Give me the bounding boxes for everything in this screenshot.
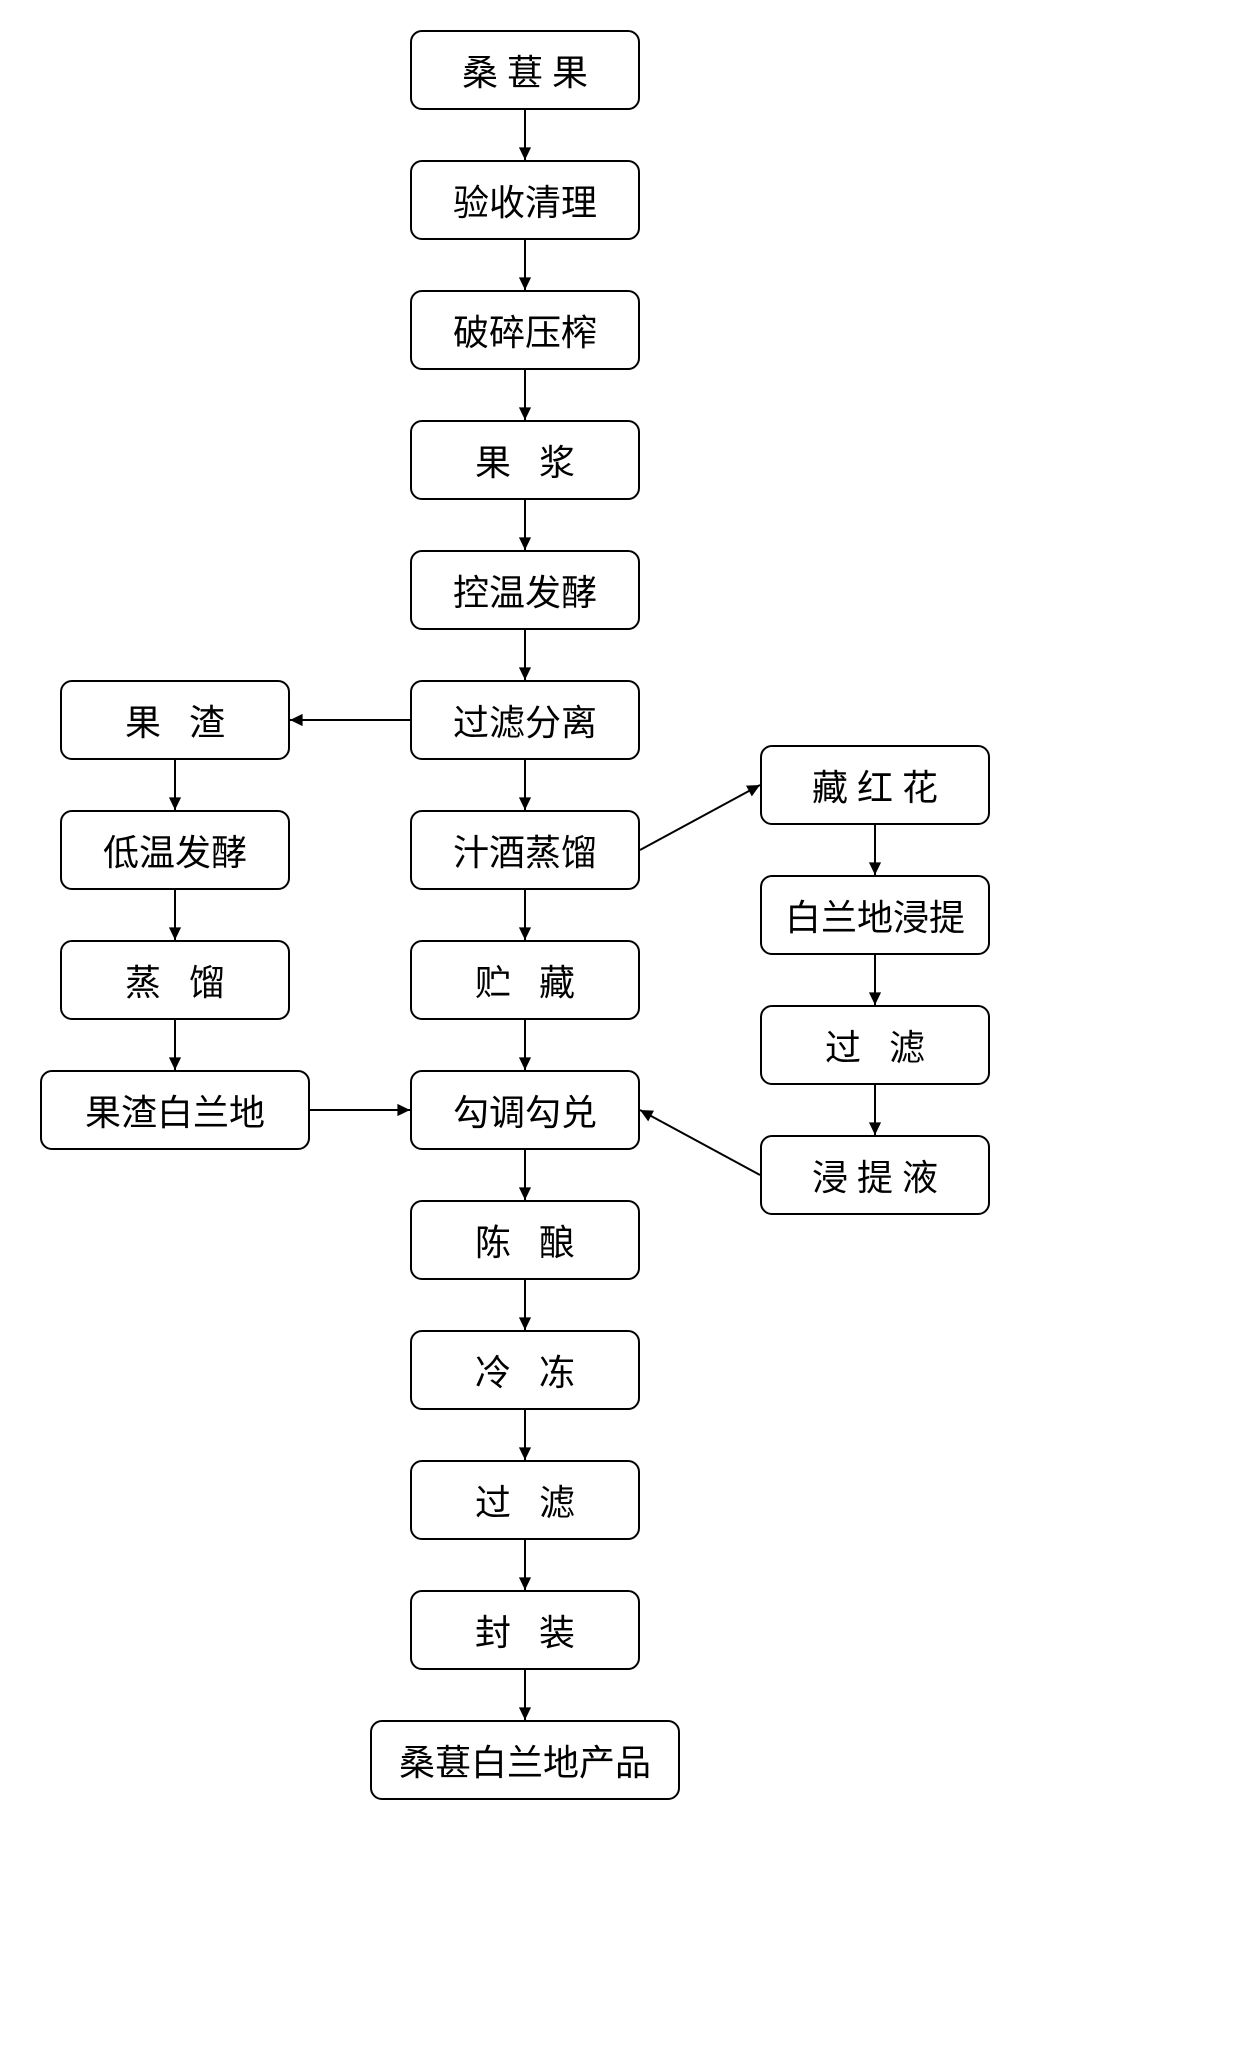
node-label: 过滤 xyxy=(825,1019,953,1071)
flowchart-node-n1: 桑 葚 果 xyxy=(410,30,640,110)
flowchart-edge xyxy=(505,370,545,420)
node-label: 过滤分离 xyxy=(453,694,597,746)
node-label: 贮藏 xyxy=(475,954,603,1006)
flowchart-edge xyxy=(855,955,895,1005)
flowchart-node-n2: 验收清理 xyxy=(410,160,640,240)
flowchart-node-l3: 蒸馏 xyxy=(60,940,290,1020)
flowchart-node-r4: 浸 提 液 xyxy=(760,1135,990,1215)
flowchart-edge xyxy=(505,760,545,810)
node-label: 桑 葚 果 xyxy=(462,44,588,96)
flowchart-edge xyxy=(505,500,545,550)
node-label: 藏 红 花 xyxy=(812,759,938,811)
flowchart-node-n5: 控温发酵 xyxy=(410,550,640,630)
flowchart-node-l1: 果渣 xyxy=(60,680,290,760)
flowchart-edge xyxy=(290,700,410,740)
flowchart-edge xyxy=(505,1150,545,1200)
flowchart-node-n7: 汁酒蒸馏 xyxy=(410,810,640,890)
node-label: 勾调勾兑 xyxy=(453,1084,597,1136)
node-label: 果渣白兰地 xyxy=(85,1084,265,1136)
flowchart-edge xyxy=(505,1410,545,1460)
flowchart-edge xyxy=(505,630,545,680)
flowchart-edge xyxy=(505,1540,545,1590)
flowchart-edge xyxy=(855,1085,895,1135)
flowchart-node-n12: 过滤 xyxy=(410,1460,640,1540)
flowchart-edge xyxy=(505,1670,545,1720)
flowchart-node-r3: 过滤 xyxy=(760,1005,990,1085)
node-label: 汁酒蒸馏 xyxy=(453,824,597,876)
node-label: 破碎压榨 xyxy=(453,304,597,356)
flowchart-node-r1: 藏 红 花 xyxy=(760,745,990,825)
flowchart-edge xyxy=(155,1020,195,1070)
flowchart-node-n13: 封装 xyxy=(410,1590,640,1670)
flowchart-node-n3: 破碎压榨 xyxy=(410,290,640,370)
flowchart-node-n11: 冷冻 xyxy=(410,1330,640,1410)
flowchart-node-l2: 低温发酵 xyxy=(60,810,290,890)
flowchart-node-n8: 贮藏 xyxy=(410,940,640,1020)
flowchart-edge xyxy=(505,890,545,940)
flowchart-node-n9: 勾调勾兑 xyxy=(410,1070,640,1150)
node-label: 低温发酵 xyxy=(103,824,247,876)
flowchart-edge xyxy=(635,1105,765,1180)
flowchart-node-n6: 过滤分离 xyxy=(410,680,640,760)
flowchart-node-n14: 桑葚白兰地产品 xyxy=(370,1720,680,1800)
node-label: 蒸馏 xyxy=(125,954,253,1006)
flowchart-node-n4: 果浆 xyxy=(410,420,640,500)
flowchart-edge xyxy=(505,240,545,290)
node-label: 冷冻 xyxy=(475,1344,603,1396)
flowchart-edge xyxy=(505,1280,545,1330)
flowchart-node-n10: 陈酿 xyxy=(410,1200,640,1280)
flowchart-edge xyxy=(155,890,195,940)
flowchart-edge xyxy=(635,780,765,855)
flowchart-edge xyxy=(505,110,545,160)
node-label: 果渣 xyxy=(125,694,253,746)
node-label: 桑葚白兰地产品 xyxy=(399,1734,651,1786)
node-label: 过滤 xyxy=(475,1474,603,1526)
node-label: 封装 xyxy=(475,1604,603,1656)
flowchart-node-l4: 果渣白兰地 xyxy=(40,1070,310,1150)
node-label: 陈酿 xyxy=(475,1214,603,1266)
flowchart-node-r2: 白兰地浸提 xyxy=(760,875,990,955)
flowchart-edge xyxy=(855,825,895,875)
node-label: 浸 提 液 xyxy=(812,1149,938,1201)
node-label: 果浆 xyxy=(475,434,603,486)
flowchart-edge xyxy=(310,1090,410,1130)
flowchart-edge xyxy=(505,1020,545,1070)
node-label: 白兰地浸提 xyxy=(785,889,965,941)
node-label: 验收清理 xyxy=(453,174,597,226)
node-label: 控温发酵 xyxy=(453,564,597,616)
flowchart-edge xyxy=(155,760,195,810)
